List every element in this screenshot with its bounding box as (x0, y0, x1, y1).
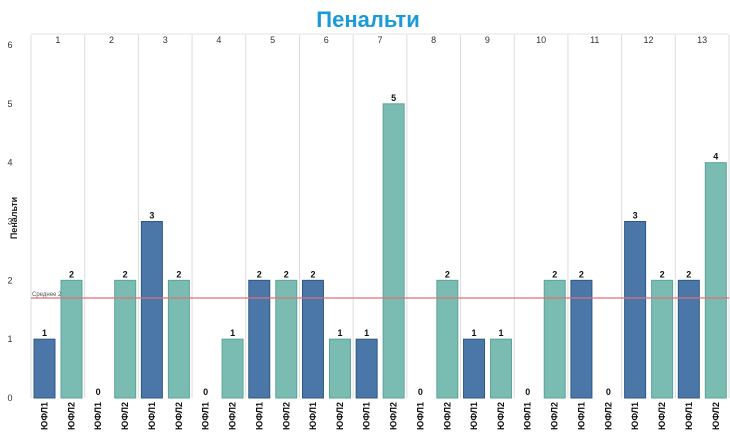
group-label: 7 (377, 35, 382, 45)
bar (355, 338, 378, 399)
data-label: 2 (69, 269, 74, 279)
category-label: ЮФЛ2 (67, 402, 77, 430)
y-tick-label: 6 (7, 40, 12, 50)
category-label: ЮФЛ2 (281, 402, 291, 430)
data-label: 2 (660, 269, 665, 279)
category-label: ЮФЛ1 (523, 402, 533, 430)
category-label: ЮФЛ1 (469, 402, 479, 430)
bar (677, 279, 700, 399)
y-tick-label: 4 (7, 158, 12, 168)
bar (301, 279, 324, 399)
group-label: 13 (697, 35, 707, 45)
data-label: 1 (499, 328, 504, 338)
category-label: ЮФЛ1 (254, 402, 264, 430)
group-label: 2 (109, 35, 114, 45)
bar (248, 279, 271, 399)
data-label: 0 (203, 387, 208, 397)
bar (328, 338, 351, 399)
data-label: 2 (257, 269, 262, 279)
category-label: ЮФЛ2 (335, 402, 345, 430)
category-label: ЮФЛ1 (308, 402, 318, 430)
data-label: 1 (337, 328, 342, 338)
group-label: 3 (163, 35, 168, 45)
bar (140, 221, 163, 399)
chart-title: Пенальти (316, 7, 419, 32)
data-label: 2 (310, 269, 315, 279)
bar (624, 221, 647, 399)
y-axis-label: Пенальти (9, 197, 19, 239)
category-label: ЮФЛ1 (40, 402, 50, 430)
group-label: 11 (590, 35, 599, 45)
category-label: ЮФЛ1 (415, 402, 425, 430)
data-label: 1 (230, 328, 235, 338)
category-label: ЮФЛ2 (603, 402, 613, 430)
y-tick-label: 5 (7, 99, 12, 109)
category-label: ЮФЛ2 (550, 402, 560, 430)
y-tick-label: 0 (7, 393, 12, 403)
bar (490, 338, 513, 399)
data-label: 1 (42, 328, 47, 338)
y-tick-label: 3 (7, 217, 12, 227)
bar (570, 279, 593, 399)
data-label: 2 (552, 269, 557, 279)
data-label: 0 (525, 387, 530, 397)
data-label: 1 (472, 328, 477, 338)
data-label: 2 (123, 269, 128, 279)
data-label: 2 (445, 269, 450, 279)
data-label: 0 (418, 387, 423, 397)
data-label: 3 (633, 211, 638, 221)
category-label: ЮФЛ1 (630, 402, 640, 430)
category-label: ЮФЛ2 (120, 402, 130, 430)
category-label: ЮФЛ1 (576, 402, 586, 430)
category-label: ЮФЛ2 (389, 402, 399, 430)
bar (167, 279, 190, 399)
data-label: 4 (713, 152, 718, 162)
category-label: ЮФЛ2 (228, 402, 238, 430)
category-label: ЮФЛ2 (711, 402, 721, 430)
bar (704, 162, 727, 399)
data-label: 2 (579, 269, 584, 279)
bar (463, 338, 486, 399)
y-tick-label: 1 (7, 334, 12, 344)
bar (651, 279, 674, 399)
data-label: 0 (606, 387, 611, 397)
bar (221, 338, 244, 399)
category-label: ЮФЛ2 (496, 402, 506, 430)
bar (114, 279, 137, 399)
bar (543, 279, 566, 399)
category-label: ЮФЛ1 (201, 402, 211, 430)
bar (60, 279, 83, 399)
data-label: 5 (391, 93, 396, 103)
bar (436, 279, 459, 399)
category-label: ЮФЛ1 (362, 402, 372, 430)
category-label: ЮФЛ2 (657, 402, 667, 430)
group-label: 8 (431, 35, 436, 45)
group-label: 12 (643, 35, 653, 45)
average-label: Среднее 2 (32, 292, 62, 298)
data-label: 2 (284, 269, 289, 279)
group-label: 9 (485, 35, 490, 45)
category-label: ЮФЛ2 (174, 402, 184, 430)
category-label: ЮФЛ1 (147, 402, 157, 430)
group-label: 10 (536, 35, 546, 45)
bar (382, 103, 405, 399)
group-label: 5 (270, 35, 275, 45)
y-tick-label: 2 (7, 275, 12, 285)
data-label: 1 (364, 328, 369, 338)
group-label: 6 (324, 35, 329, 45)
group-label: 1 (55, 35, 60, 45)
data-label: 3 (149, 211, 154, 221)
group-label: 4 (216, 35, 221, 45)
category-label: ЮФЛ1 (684, 402, 694, 430)
data-label: 2 (686, 269, 691, 279)
bar (33, 338, 56, 399)
data-label: 0 (96, 387, 101, 397)
category-label: ЮФЛ2 (442, 402, 452, 430)
category-label: ЮФЛ1 (93, 402, 103, 430)
data-label: 2 (176, 269, 181, 279)
bar (275, 279, 298, 399)
